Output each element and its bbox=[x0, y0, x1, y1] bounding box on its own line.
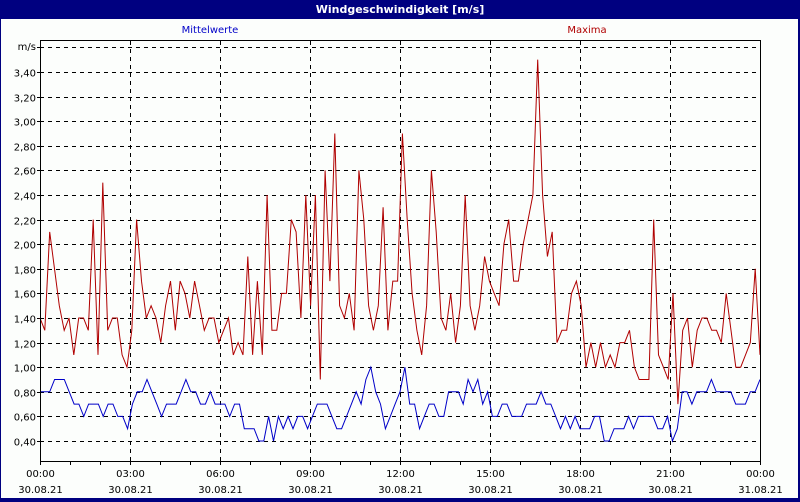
y-tick-label: 0,80 bbox=[14, 389, 36, 400]
x-tick-date: 30.08.21 bbox=[288, 485, 333, 496]
y-tick-label: 3,20 bbox=[14, 94, 36, 105]
series-mean-line bbox=[40, 365, 761, 443]
x-tick-time: 15:00 bbox=[476, 469, 505, 480]
y-tick-label: 2,40 bbox=[14, 192, 36, 203]
y-axis-labels: 0,40 0,60 0,80 1,00 1,20 1,40 1,60 1,80 2,00 2,20… bbox=[14, 69, 36, 449]
grid bbox=[37, 41, 761, 465]
plot-frame bbox=[40, 40, 761, 462]
y-tick-label: 0,60 bbox=[14, 413, 36, 424]
legend-mean: Mittelwerte bbox=[182, 25, 239, 36]
x-tick-date: 30.08.21 bbox=[558, 485, 603, 496]
y-tick-label: 1,60 bbox=[14, 290, 36, 301]
x-tick-time: 12:00 bbox=[386, 469, 415, 480]
x-tick-date: 30.08.21 bbox=[108, 485, 153, 496]
x-axis-labels: 00:00 30.08.21 03:00 30.08.21 06:00 30.08.21 0… bbox=[18, 469, 783, 496]
y-tick-label: 3,40 bbox=[14, 69, 36, 80]
x-tick-time: 03:00 bbox=[116, 469, 145, 480]
y-tick-label: 3,00 bbox=[14, 118, 36, 129]
y-tick-label: 1,80 bbox=[14, 266, 36, 277]
x-tick-date: 30.08.21 bbox=[648, 485, 693, 496]
wind-speed-chart: Mittelwerte Maxima m/s 0,40 0,60 0,80 1,00 1… bbox=[14, 25, 783, 496]
y-tick-label: 1,00 bbox=[14, 364, 36, 375]
x-tick-time: 09:00 bbox=[296, 469, 325, 480]
y-tick-label: 2,20 bbox=[14, 217, 36, 228]
y-tick-label: 0,40 bbox=[14, 438, 36, 449]
series-maxima-line bbox=[39, 59, 761, 405]
x-tick-time: 18:00 bbox=[566, 469, 595, 480]
x-tick-date: 30.08.21 bbox=[468, 485, 513, 496]
y-tick-label: 2,00 bbox=[14, 241, 36, 252]
x-tick-time: 21:00 bbox=[656, 469, 685, 480]
y-tick-label: 1,20 bbox=[14, 340, 36, 351]
window-title: Windgeschwindigkeit [m/s] bbox=[0, 0, 800, 19]
legend-max: Maxima bbox=[567, 25, 606, 36]
y-tick-label: 2,60 bbox=[14, 167, 36, 178]
x-tick-date: 30.08.21 bbox=[18, 485, 63, 496]
chart-canvas: Mittelwerte Maxima m/s 0,40 0,60 0,80 1,00 1… bbox=[1, 19, 798, 498]
x-tick-date: 31.08.21 bbox=[738, 485, 783, 496]
x-tick-time: 00:00 bbox=[26, 469, 55, 480]
x-tick-time: 00:00 bbox=[746, 469, 775, 480]
y-tick-label: 2,80 bbox=[14, 143, 36, 154]
x-tick-date: 30.08.21 bbox=[378, 485, 423, 496]
x-tick-time: 06:00 bbox=[206, 469, 235, 480]
y-tick-label: 1,40 bbox=[14, 315, 36, 326]
x-tick-date: 30.08.21 bbox=[198, 485, 243, 496]
y-axis-unit: m/s bbox=[18, 42, 36, 53]
